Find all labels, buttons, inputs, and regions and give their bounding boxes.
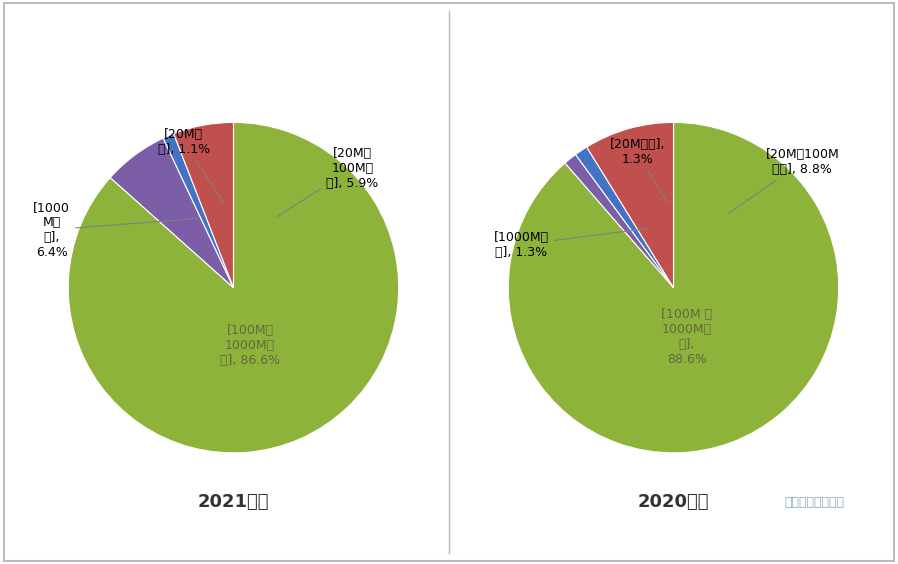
Wedge shape: [586, 122, 674, 288]
Wedge shape: [565, 155, 674, 288]
Wedge shape: [110, 138, 233, 288]
Text: [20M和100M
之间], 8.8%: [20M和100M 之间], 8.8%: [728, 148, 840, 213]
Text: [20M和
100M之
间], 5.9%: [20M和 100M之 间], 5.9%: [277, 147, 379, 217]
Wedge shape: [163, 134, 233, 288]
Text: [100M和
1000M之
间], 86.6%: [100M和 1000M之 间], 86.6%: [220, 324, 280, 367]
Wedge shape: [68, 122, 399, 453]
Text: [1000
M以
上],
6.4%: [1000 M以 上], 6.4%: [33, 201, 198, 259]
Text: 2021年末: 2021年末: [198, 494, 269, 512]
Wedge shape: [508, 122, 839, 453]
Text: [100M 和
1000M之
间],
88.6%: [100M 和 1000M之 间], 88.6%: [661, 308, 712, 366]
Text: 注：分组下限在内: 注：分组下限在内: [784, 496, 844, 509]
Text: 2020年末: 2020年末: [638, 494, 709, 512]
Text: [1000M以
上], 1.3%: [1000M以 上], 1.3%: [494, 228, 647, 259]
Wedge shape: [173, 122, 233, 288]
Text: [20M以下],
1.3%: [20M以下], 1.3%: [610, 138, 667, 202]
Text: [20M以
下], 1.1%: [20M以 下], 1.1%: [158, 128, 224, 202]
Wedge shape: [576, 147, 674, 288]
